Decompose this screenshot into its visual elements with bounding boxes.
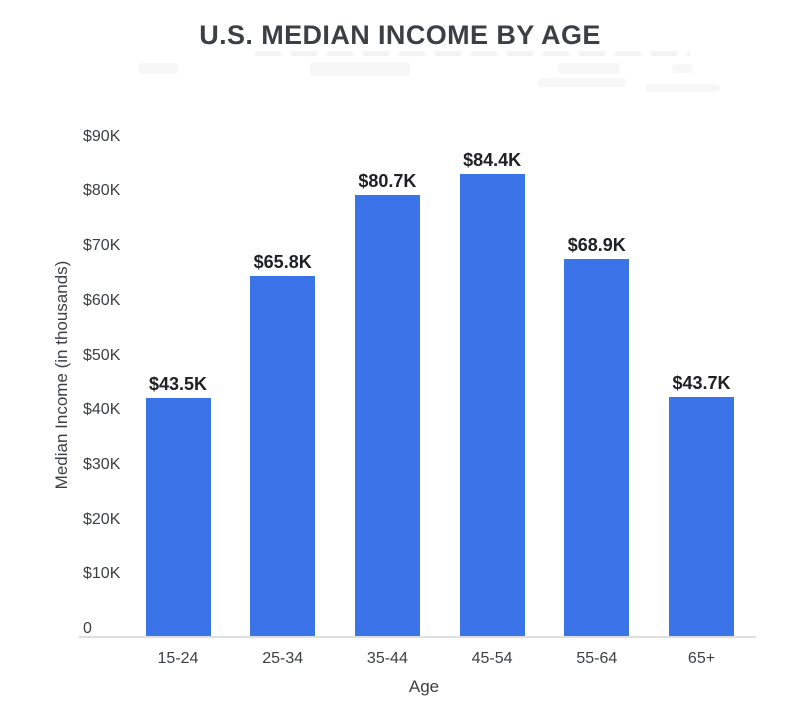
bar-45-54 — [459, 174, 525, 636]
x-axis-line — [79, 636, 756, 638]
x-tick-label: 55-64 — [576, 650, 618, 667]
faded-text-artifact — [310, 62, 410, 76]
bar-65+ — [669, 396, 734, 636]
x-tick-label: 25-34 — [262, 650, 304, 667]
y-tick-label: $90K — [83, 127, 121, 145]
y-tick-label: $50K — [83, 346, 121, 364]
bar-value-label: $84.4K — [463, 150, 522, 171]
bar-value-label: $68.9K — [567, 235, 626, 256]
bar-35-44 — [354, 194, 420, 636]
faded-text-artifact — [672, 64, 692, 73]
y-tick-label: $60K — [83, 291, 121, 309]
bar-value-label: $43.7K — [672, 372, 731, 393]
chart-title: U.S. MEDIAN INCOME BY AGE — [199, 20, 601, 50]
x-tick-label: 35-44 — [366, 650, 408, 667]
bar-value-label: $65.8K — [253, 252, 312, 273]
faded-text-artifact — [645, 84, 720, 92]
faded-text-artifact — [558, 63, 620, 74]
x-tick-label: 65+ — [687, 650, 716, 667]
y-tick-label: 0 — [83, 620, 92, 637]
bar-value-label: $80.7K — [358, 170, 417, 191]
y-tick-label: $30K — [83, 455, 121, 473]
faded-text-artifact — [138, 63, 178, 74]
y-tick-label: $70K — [83, 237, 121, 255]
bar-55-64 — [564, 259, 630, 636]
bar-15-24 — [145, 398, 211, 636]
bar-value-label: $43.5K — [148, 374, 208, 395]
y-tick-label: $40K — [83, 401, 121, 419]
bar-25-34 — [250, 276, 316, 636]
x-tick-label: 15-24 — [157, 650, 199, 667]
x-tick-label: 45-54 — [471, 650, 513, 667]
y-tick-label: $80K — [83, 182, 121, 200]
faded-text-artifact — [255, 51, 690, 56]
y-tick-label: $10K — [83, 565, 121, 583]
y-tick-label: $20K — [83, 510, 121, 528]
x-axis-title: Age — [408, 677, 440, 696]
faded-text-artifact — [538, 78, 626, 87]
